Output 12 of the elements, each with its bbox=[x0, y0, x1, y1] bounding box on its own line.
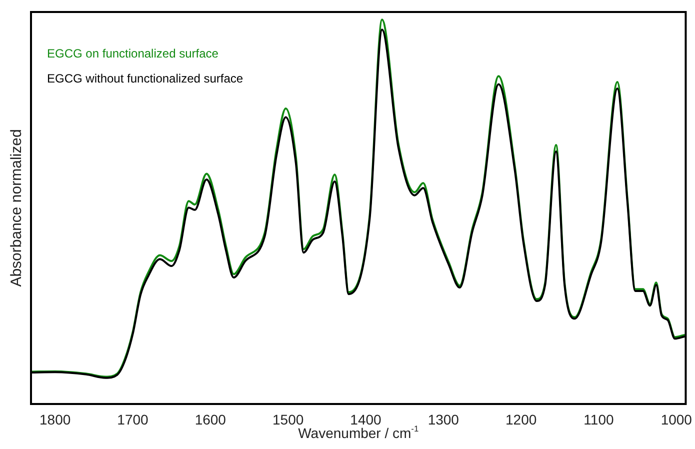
x-tick-label: 1200 bbox=[505, 411, 537, 428]
x-tick-label: 1600 bbox=[194, 411, 226, 428]
x-tick-label: 1400 bbox=[350, 411, 382, 428]
x-tick-label: 1700 bbox=[117, 411, 149, 428]
text: EGCG without functionalized surface bbox=[47, 71, 244, 86]
text: EGCG on functionalized surface bbox=[47, 46, 219, 60]
x-tick-label: 1300 bbox=[428, 411, 460, 428]
x-tick-label: 1100 bbox=[584, 411, 614, 428]
x-tick-label: 1000 bbox=[660, 411, 692, 428]
x-tick-label: 1800 bbox=[40, 411, 71, 428]
x-tick-label: 1500 bbox=[272, 411, 304, 428]
y-axis-title: Absorbance normalized bbox=[8, 129, 26, 287]
